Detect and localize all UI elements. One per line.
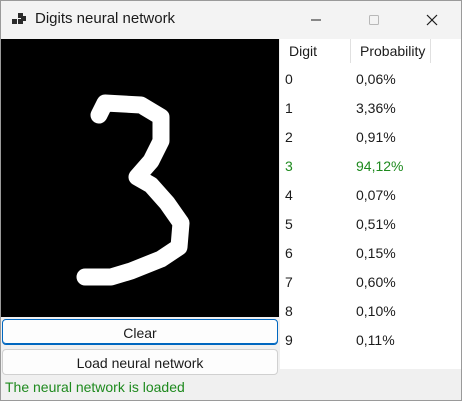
table-row[interactable]: 4 0,07%	[280, 181, 461, 210]
table-row-predicted[interactable]: 3 94,12%	[280, 152, 461, 181]
clear-button[interactable]: Clear	[2, 319, 278, 345]
cell-digit: 7	[285, 274, 293, 290]
load-network-button[interactable]: Load neural network	[2, 349, 278, 375]
cell-probability: 3,36%	[356, 100, 396, 116]
cell-digit: 2	[285, 129, 293, 145]
table-row[interactable]: 9 0,11%	[280, 326, 461, 355]
grid-header: Digit Probability	[280, 39, 461, 63]
table-row[interactable]: 0 0,06%	[280, 65, 461, 94]
maximize-button[interactable]	[351, 1, 397, 39]
cell-probability: 0,60%	[356, 274, 396, 290]
close-icon	[426, 14, 438, 26]
cell-probability: 0,07%	[356, 187, 396, 203]
cell-digit: 3	[285, 158, 293, 174]
cell-digit: 9	[285, 332, 293, 348]
drawing-canvas[interactable]	[1, 39, 279, 317]
column-separator[interactable]	[350, 39, 351, 63]
app-icon	[11, 11, 27, 27]
table-row[interactable]: 5 0,51%	[280, 210, 461, 239]
cell-probability: 0,11%	[356, 332, 395, 348]
cell-digit: 0	[285, 71, 293, 87]
cell-probability: 0,91%	[356, 129, 396, 145]
column-header-probability[interactable]: Probability	[360, 43, 426, 59]
probability-grid: Digit Probability 0 0,06% 1 3,36% 2 0,91…	[280, 39, 461, 369]
table-row[interactable]: 2 0,91%	[280, 123, 461, 152]
minimize-button[interactable]	[293, 1, 339, 39]
cell-probability: 0,15%	[356, 245, 396, 261]
cell-probability: 94,12%	[356, 158, 404, 174]
cell-digit: 5	[285, 216, 293, 232]
cell-digit: 8	[285, 303, 293, 319]
table-row[interactable]: 8 0,10%	[280, 297, 461, 326]
cell-probability: 0,10%	[356, 303, 396, 319]
cell-digit: 4	[285, 187, 293, 203]
status-text: The neural network is loaded	[5, 379, 185, 395]
column-separator[interactable]	[430, 39, 431, 63]
cell-probability: 0,51%	[356, 216, 396, 232]
column-header-digit[interactable]: Digit	[289, 43, 318, 59]
table-row[interactable]: 6 0,15%	[280, 239, 461, 268]
table-row[interactable]: 7 0,60%	[280, 268, 461, 297]
handwritten-digit-stroke	[76, 94, 190, 286]
window-title: Digits neural network	[35, 10, 176, 27]
cell-digit: 6	[285, 245, 293, 261]
minimize-icon	[311, 19, 321, 21]
cell-probability: 0,06%	[356, 71, 396, 87]
title-bar[interactable]: Digits neural network	[1, 1, 461, 39]
table-row[interactable]: 1 3,36%	[280, 94, 461, 123]
cell-digit: 1	[285, 100, 293, 116]
close-button[interactable]	[409, 1, 455, 39]
maximize-icon	[369, 15, 379, 25]
